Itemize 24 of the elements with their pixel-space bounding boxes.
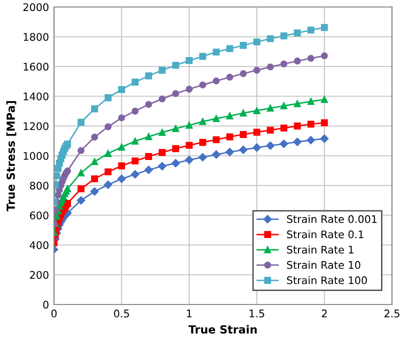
x-tick-label: 2 [322, 310, 327, 318]
x-tick-label: 1 [187, 310, 192, 318]
y-tick-label: 0 [43, 300, 48, 309]
y-tick-label: 1200 [24, 122, 48, 130]
y-tick-label: 1800 [24, 32, 48, 41]
y-tick-label: 1400 [24, 92, 48, 100]
x-tick-label: 1.5 [250, 310, 264, 318]
x-tick-label: 2.5 [384, 310, 400, 318]
legend-label: Strain Rate 1 [287, 246, 354, 254]
y-tick-label: 400 [30, 241, 48, 250]
y-tick-label: 1600 [24, 62, 48, 71]
y-tick-label: 2000 [23, 3, 48, 12]
legend-label: Strain Rate 10 [287, 260, 360, 269]
y-tick-label: 200 [30, 270, 48, 279]
x-axis-title: True Strain [188, 325, 257, 334]
y-tick-label: 600 [30, 211, 48, 220]
x-tick-label: 0 [51, 310, 57, 318]
x-tick-label: 0.5 [114, 310, 129, 318]
y-axis-title: True Stress [MPa] [6, 101, 16, 212]
legend-label: Strain Rate 0.001 [287, 214, 377, 224]
legend-label: Strain Rate 100 [287, 276, 367, 284]
legend-label: Strain Rate 0.1 [287, 230, 364, 238]
y-tick-label: 1000 [24, 152, 48, 160]
y-tick-label: 800 [30, 182, 48, 190]
